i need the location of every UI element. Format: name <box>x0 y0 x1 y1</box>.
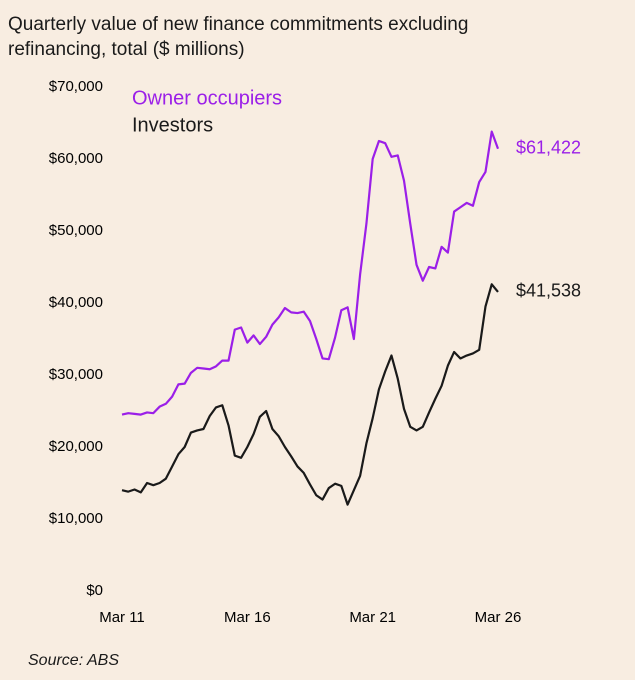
y-tick-label: $30,000 <box>49 366 103 383</box>
x-tick-label: Mar 16 <box>224 609 271 626</box>
x-tick-label: Mar 21 <box>349 609 396 626</box>
y-tick-label: $20,000 <box>49 438 103 455</box>
source-note: Source: ABS <box>28 652 120 669</box>
legend-label: Owner occupiers <box>132 87 282 109</box>
series-line <box>121 130 500 416</box>
series-line <box>121 283 499 506</box>
y-tick-label: $40,000 <box>49 294 103 311</box>
x-tick-label: Mar 11 <box>99 609 145 626</box>
legend-label: Investors <box>132 114 213 136</box>
y-tick-label: $70,000 <box>49 78 103 95</box>
y-tick-label: $0 <box>86 582 103 599</box>
y-tick-label: $10,000 <box>49 510 103 527</box>
end-value-label: $41,538 <box>516 281 581 301</box>
y-tick-label: $50,000 <box>49 222 103 239</box>
end-value-label: $61,422 <box>516 138 581 158</box>
y-tick-label: $60,000 <box>49 150 103 167</box>
chart-title: Quarterly value of new finance commitmen… <box>8 14 469 60</box>
x-tick-label: Mar 26 <box>475 609 522 626</box>
